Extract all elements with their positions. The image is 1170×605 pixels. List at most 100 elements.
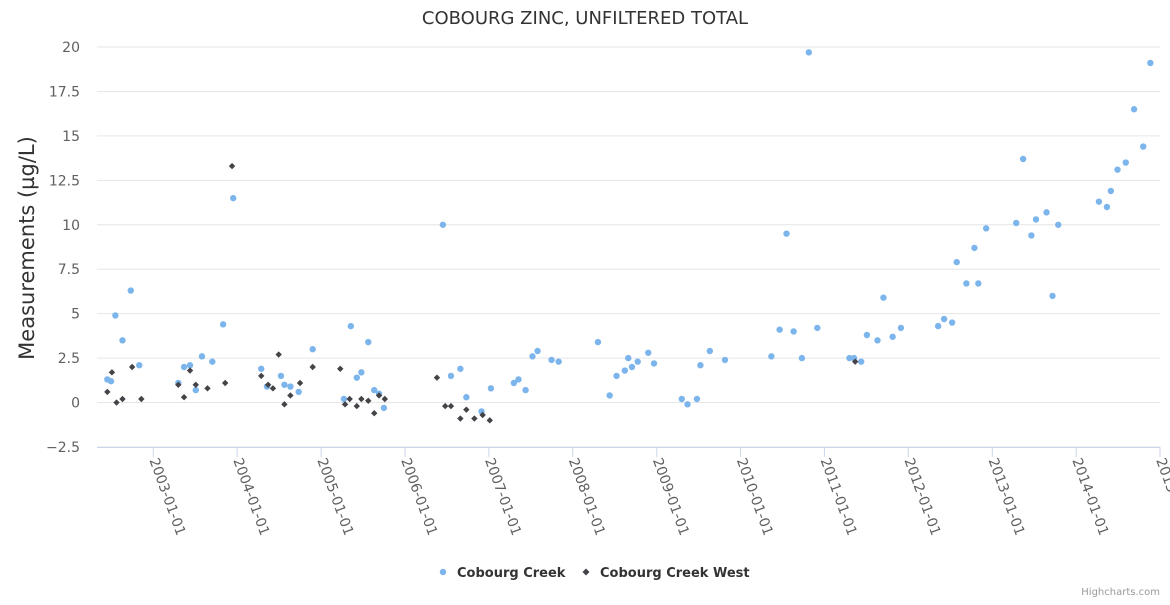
data-point[interactable] (628, 363, 636, 371)
data-point[interactable] (175, 381, 182, 388)
data-point[interactable] (625, 354, 632, 362)
data-point[interactable] (1032, 216, 1040, 223)
data-point[interactable] (940, 315, 948, 323)
data-point[interactable] (107, 378, 115, 385)
data-point[interactable] (1049, 292, 1056, 300)
data-point[interactable] (897, 324, 905, 332)
data-point[interactable] (1107, 187, 1115, 195)
data-point[interactable] (1043, 209, 1050, 216)
data-point[interactable] (486, 417, 493, 424)
data-point[interactable] (1140, 143, 1147, 150)
data-point[interactable] (365, 397, 372, 404)
data-point[interactable] (706, 347, 714, 355)
data-point[interactable] (693, 395, 701, 403)
data-point[interactable] (346, 395, 353, 403)
data-point[interactable] (1103, 203, 1111, 211)
data-point[interactable] (221, 379, 229, 387)
data-point[interactable] (776, 326, 783, 333)
data-point[interactable] (594, 338, 602, 346)
data-point[interactable] (721, 356, 729, 364)
data-point[interactable] (209, 358, 216, 365)
data-point[interactable] (805, 49, 813, 56)
data-point[interactable] (650, 360, 658, 367)
data-point[interactable] (798, 354, 806, 362)
data-point[interactable] (433, 374, 441, 381)
data-point[interactable] (186, 362, 194, 369)
data-point[interactable] (119, 337, 126, 344)
data-point[interactable] (340, 395, 348, 403)
data-point[interactable] (287, 383, 294, 390)
data-point[interactable] (309, 363, 316, 371)
data-point[interactable] (136, 362, 143, 369)
data-point[interactable] (258, 372, 265, 380)
data-point[interactable] (281, 381, 288, 388)
data-point[interactable] (1028, 232, 1035, 239)
data-point[interactable] (471, 415, 478, 422)
data-point[interactable] (1147, 59, 1154, 67)
data-point[interactable] (529, 353, 536, 360)
data-point[interactable] (487, 385, 495, 392)
data-point[interactable] (846, 354, 853, 362)
data-point[interactable] (1055, 221, 1062, 228)
data-point[interactable] (128, 363, 136, 371)
data-point[interactable] (347, 322, 355, 330)
data-point[interactable] (447, 402, 455, 410)
data-point[interactable] (138, 395, 145, 403)
data-point[interactable] (381, 395, 389, 403)
data-point[interactable] (358, 395, 365, 403)
data-point[interactable] (982, 225, 990, 232)
data-point[interactable] (119, 395, 126, 403)
data-point[interactable] (371, 386, 378, 394)
data-point[interactable] (1095, 198, 1103, 205)
data-point[interactable] (1013, 219, 1020, 227)
data-point[interactable] (606, 392, 613, 399)
data-point[interactable] (230, 194, 237, 202)
data-point[interactable] (814, 324, 821, 332)
data-point[interactable] (113, 399, 120, 406)
data-point[interactable] (439, 221, 447, 228)
data-point[interactable] (275, 351, 282, 358)
data-point[interactable] (371, 410, 378, 417)
data-point[interactable] (112, 312, 119, 319)
data-point[interactable] (287, 392, 294, 399)
data-point[interactable] (934, 322, 942, 330)
data-point[interactable] (1130, 106, 1138, 113)
data-point[interactable] (192, 381, 199, 388)
data-point[interactable] (457, 415, 464, 422)
data-point[interactable] (375, 392, 383, 399)
data-point[interactable] (534, 347, 541, 355)
data-point[interactable] (277, 372, 285, 380)
data-point[interactable] (442, 402, 449, 410)
data-point[interactable] (684, 401, 691, 408)
credits-link[interactable]: Highcharts.com (1081, 587, 1160, 598)
data-point[interactable] (192, 386, 199, 394)
data-point[interactable] (621, 367, 629, 374)
data-point[interactable] (127, 287, 134, 294)
data-point[interactable] (380, 404, 388, 412)
data-point[interactable] (258, 365, 265, 372)
data-point[interactable] (228, 162, 236, 170)
data-point[interactable] (309, 346, 316, 353)
data-point[interactable] (613, 372, 620, 380)
data-point[interactable] (295, 388, 302, 396)
data-point[interactable] (180, 394, 188, 401)
data-point[interactable] (296, 379, 304, 387)
data-point[interactable] (264, 381, 272, 388)
legend-item-cobourg-creek-west[interactable]: Cobourg Creek West (582, 566, 750, 581)
data-point[interactable] (971, 244, 978, 252)
data-point[interactable] (515, 376, 522, 383)
data-point[interactable] (555, 358, 562, 365)
data-point[interactable] (204, 385, 211, 392)
data-point[interactable] (522, 386, 529, 394)
data-point[interactable] (104, 388, 111, 396)
data-point[interactable] (697, 362, 704, 369)
data-point[interactable] (948, 319, 956, 326)
data-point[interactable] (548, 356, 555, 364)
data-point[interactable] (365, 338, 372, 346)
data-point[interactable] (1114, 166, 1121, 173)
data-point[interactable] (1019, 155, 1027, 163)
data-point[interactable] (880, 294, 887, 301)
data-point[interactable] (510, 379, 518, 387)
data-point[interactable] (186, 367, 194, 374)
data-point[interactable] (790, 328, 797, 335)
